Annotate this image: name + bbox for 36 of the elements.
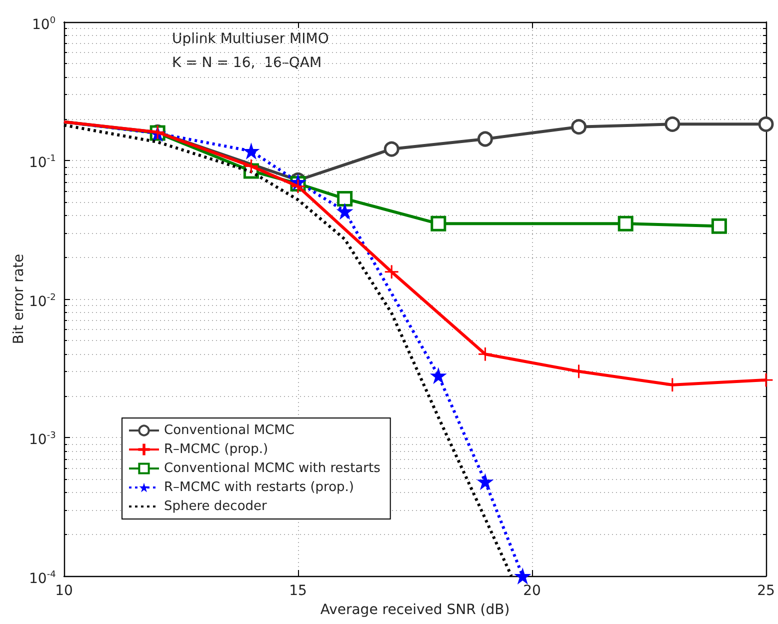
x-tick-label: 20 xyxy=(523,583,541,599)
point xyxy=(711,218,727,234)
point xyxy=(477,131,493,147)
x-axis-title: Average received SNR (dB) xyxy=(320,602,510,618)
point xyxy=(430,367,447,384)
point xyxy=(618,216,634,232)
y-tick-label: 10$^{-1}$ xyxy=(29,154,56,171)
x-tick-label: 15 xyxy=(289,583,307,599)
point xyxy=(244,159,258,173)
x-tick-label: 10 xyxy=(55,583,73,599)
legend-label: Conventional MCMC xyxy=(164,423,294,438)
point xyxy=(758,116,774,132)
legend-label: R–MCMC with restarts (prop.) xyxy=(164,480,354,495)
y-tick-label: 10$^{-2}$ xyxy=(29,292,56,310)
y-tick-label: 10$^{0}$ xyxy=(32,16,56,32)
point xyxy=(336,202,354,220)
legend-label: Sphere decoder xyxy=(164,499,268,514)
point xyxy=(476,473,494,490)
point xyxy=(514,568,532,584)
y-axis-title: Bit error rate xyxy=(11,254,27,344)
annotation: Uplink Multiuser MIMO xyxy=(172,31,329,47)
point xyxy=(291,180,305,194)
point xyxy=(430,216,446,232)
legend-label: Conventional MCMC with restarts xyxy=(164,461,381,476)
legend-label: R–MCMC (prop.) xyxy=(164,442,268,457)
point xyxy=(242,142,260,160)
y-tick-label: 10$^{-3}$ xyxy=(29,431,56,448)
point xyxy=(571,119,587,135)
point xyxy=(572,364,586,378)
y-tick-label: 10$^{-4}$ xyxy=(29,570,56,586)
point xyxy=(337,190,353,206)
point xyxy=(384,141,400,157)
x-tick-label: 25 xyxy=(757,583,775,599)
point xyxy=(478,347,492,361)
point xyxy=(664,116,680,132)
point xyxy=(384,265,398,279)
